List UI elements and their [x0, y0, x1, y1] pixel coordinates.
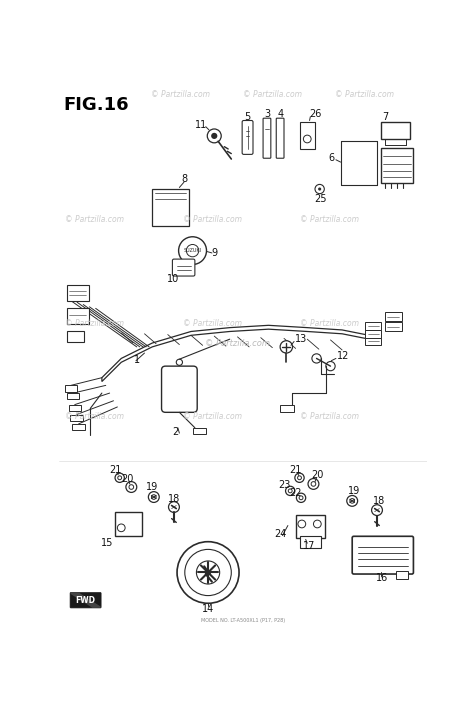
Text: 18: 18 [373, 496, 385, 506]
Text: 7: 7 [383, 113, 389, 123]
Circle shape [177, 542, 239, 603]
Bar [280, 405, 294, 413]
Text: SUZUKI: SUZUKI [183, 248, 201, 253]
Circle shape [372, 505, 383, 515]
Bar [385, 312, 402, 321]
Circle shape [285, 486, 295, 496]
FancyBboxPatch shape [70, 593, 101, 608]
Bar [64, 386, 77, 391]
Text: © Partzilla.com: © Partzilla.com [183, 216, 242, 224]
Text: 4: 4 [277, 109, 283, 119]
Text: 17: 17 [302, 540, 315, 551]
Text: 9: 9 [211, 248, 217, 258]
Text: 15: 15 [101, 538, 113, 548]
Circle shape [315, 184, 324, 194]
Text: 19: 19 [146, 482, 158, 492]
Circle shape [318, 187, 321, 191]
Text: © Partzilla.com: © Partzilla.com [151, 90, 210, 99]
Bar [67, 393, 80, 399]
Bar [67, 332, 84, 342]
Text: MODEL NO. LT-A500XL1 (P17, P28): MODEL NO. LT-A500XL1 (P17, P28) [201, 618, 285, 623]
Bar [152, 189, 190, 226]
Text: © Partzilla.com: © Partzilla.com [300, 319, 358, 328]
Bar [385, 322, 402, 332]
Text: 2: 2 [173, 427, 179, 437]
Circle shape [148, 491, 159, 503]
Text: 20: 20 [311, 471, 324, 481]
Text: 3: 3 [264, 109, 270, 119]
Text: 10: 10 [167, 274, 179, 284]
Text: © Partzilla.com: © Partzilla.com [65, 216, 125, 224]
Circle shape [207, 129, 221, 143]
Bar [73, 424, 85, 430]
Text: 18: 18 [168, 494, 180, 504]
Text: 16: 16 [376, 573, 389, 583]
Text: © Partzilla.com: © Partzilla.com [243, 90, 302, 99]
Text: 19: 19 [347, 486, 360, 496]
FancyBboxPatch shape [263, 118, 271, 158]
Text: 11: 11 [195, 120, 207, 130]
Text: 14: 14 [202, 603, 214, 614]
Bar [67, 308, 89, 324]
Circle shape [211, 133, 218, 139]
Bar [115, 513, 142, 535]
Text: 8: 8 [182, 174, 188, 184]
Circle shape [115, 473, 124, 482]
Bar [193, 428, 206, 434]
Circle shape [126, 481, 137, 493]
Text: © Partzilla.com: © Partzilla.com [183, 412, 242, 420]
Circle shape [169, 502, 179, 513]
Circle shape [179, 237, 207, 264]
Text: 12: 12 [337, 351, 349, 361]
Text: 5: 5 [245, 111, 251, 122]
Bar [365, 322, 381, 330]
Text: © Partzilla.com: © Partzilla.com [65, 412, 125, 420]
Text: © Partzilla.com: © Partzilla.com [300, 412, 358, 420]
Text: 21: 21 [290, 465, 302, 475]
Text: 25: 25 [314, 194, 327, 204]
Text: © Partzilla.com: © Partzilla.com [300, 216, 358, 224]
FancyBboxPatch shape [242, 121, 253, 155]
Bar [300, 536, 321, 548]
Circle shape [308, 479, 319, 489]
Bar [365, 337, 381, 345]
PathPatch shape [102, 325, 369, 381]
Bar [381, 148, 413, 183]
Text: 13: 13 [295, 334, 307, 344]
Text: © Partzilla.com: © Partzilla.com [183, 319, 242, 328]
Polygon shape [71, 593, 100, 607]
Text: 1: 1 [135, 355, 141, 365]
Circle shape [295, 473, 304, 482]
Circle shape [347, 496, 357, 506]
Bar [296, 515, 325, 538]
Bar [69, 405, 81, 411]
Text: © Partzilla.com: © Partzilla.com [205, 338, 270, 347]
Bar [67, 285, 89, 301]
Text: FWD: FWD [75, 596, 96, 605]
Bar [396, 571, 408, 579]
Circle shape [280, 341, 292, 353]
Text: © Partzilla.com: © Partzilla.com [335, 90, 394, 99]
Text: 26: 26 [309, 109, 321, 119]
Text: 23: 23 [278, 480, 290, 490]
Text: 21: 21 [109, 465, 121, 475]
Circle shape [296, 493, 306, 503]
Bar [300, 122, 315, 149]
Bar [365, 330, 381, 337]
Text: © Partzilla.com: © Partzilla.com [65, 319, 125, 328]
Text: 6: 6 [328, 153, 334, 163]
FancyBboxPatch shape [162, 366, 197, 413]
Text: 20: 20 [121, 474, 134, 484]
FancyBboxPatch shape [276, 118, 284, 158]
FancyBboxPatch shape [173, 259, 195, 276]
Bar [381, 122, 410, 139]
Text: FIG.16: FIG.16 [63, 96, 129, 114]
Bar [70, 415, 82, 421]
FancyBboxPatch shape [352, 536, 413, 574]
Text: 24: 24 [274, 529, 286, 539]
Text: 22: 22 [289, 489, 302, 498]
